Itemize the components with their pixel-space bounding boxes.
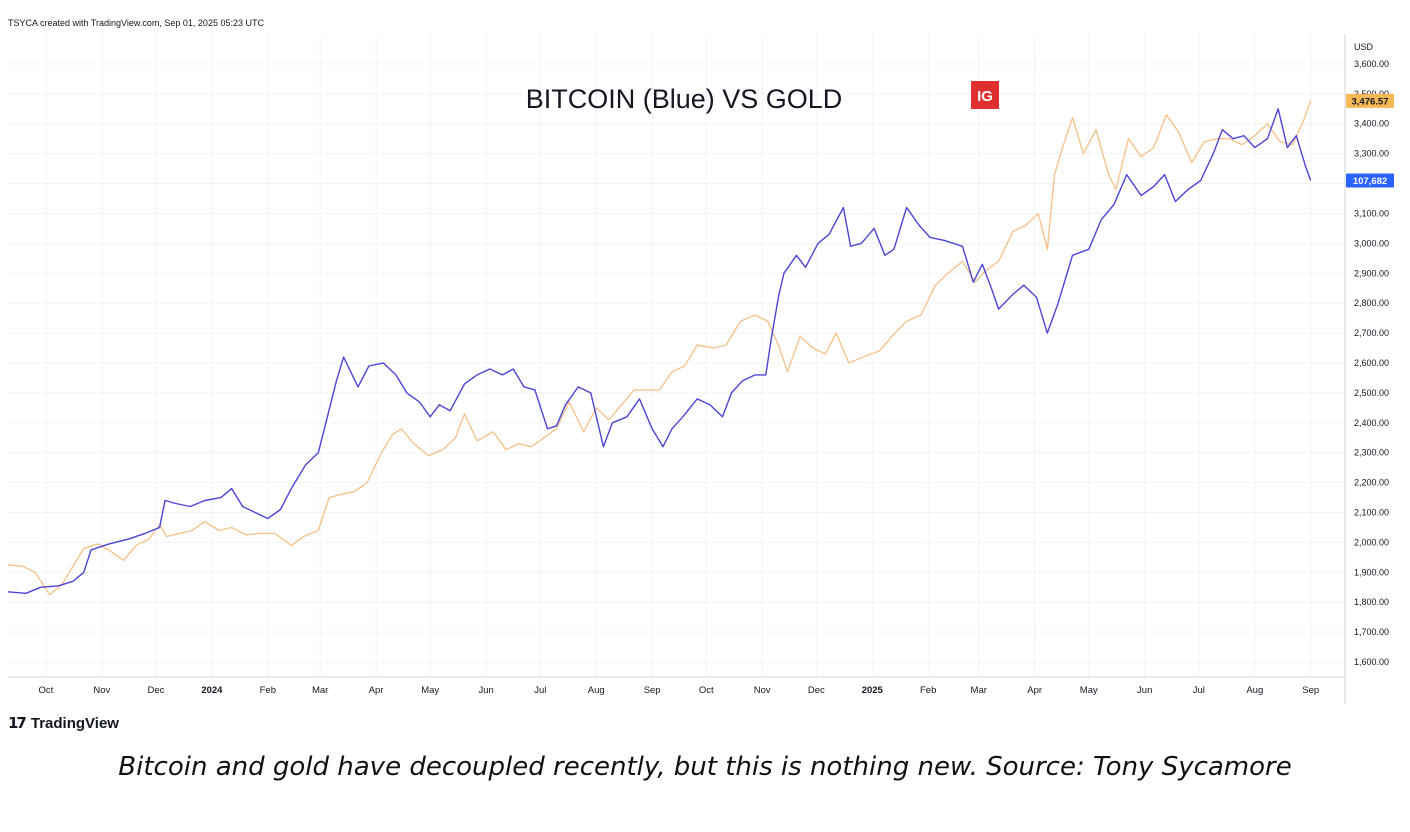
ig-badge-box [971,81,999,109]
y-tick-label: 3,400.00 [1354,119,1389,129]
series-line-bitcoin [7,108,1312,594]
chart-svg: USD 1,600.00 1,700.00 1,800.00 1,900.00 2,00… [7,34,1394,704]
last-value-label-bitcoin: 107,682 [1346,173,1394,188]
x-tick-label: May [421,685,439,696]
axes: USD [8,34,1374,704]
series-layer [7,100,1312,596]
y-tick-label: 2,200.00 [1354,478,1389,488]
y-tick-label: 3,500.00 [1354,89,1389,99]
ig-badge: IG [971,81,999,109]
y-tick-label: 1,900.00 [1354,567,1389,577]
x-tick-label: Apr [1027,685,1042,696]
last-value-text: 3,476.57 [1352,96,1389,107]
y-tick-label: 2,300.00 [1354,448,1389,458]
x-ticks: Oct Nov Dec 2024 Feb Mar Apr May Jun Jul Aug Sep Oct… [39,685,1320,696]
price-labels: 107,682 3,476.57 [1346,93,1394,188]
y-tick-label: 1,700.00 [1354,627,1389,637]
y-tick-label: 2,000.00 [1354,537,1389,547]
x-tick-label: Feb [260,685,276,696]
x-tick-label: Jul [1193,685,1205,696]
y-tick-label: 2,900.00 [1354,268,1389,278]
grid [8,34,1345,677]
y-tick-label: 2,600.00 [1354,358,1389,368]
last-value-box [1346,93,1394,108]
x-tick-label: Feb [920,685,936,696]
y-tick-label: 2,400.00 [1354,418,1389,428]
x-tick-label: Sep [644,685,661,696]
ig-badge-text: IG [977,88,993,105]
x-tick-label: Oct [39,685,54,696]
x-tick-label: Oct [699,685,714,696]
y-ticks: 1,600.00 1,700.00 1,800.00 1,900.00 2,000.00… [1354,59,1389,667]
attribution-note: TSYCA created with TradingView.com, Sep … [8,18,264,28]
x-tick-label: Nov [754,685,771,696]
chart-container: USD 1,600.00 1,700.00 1,800.00 1,900.00 2,00… [7,34,1408,704]
x-tick-label: Jun [478,685,493,696]
x-tick-label: 2025 [862,685,884,696]
x-tick-label: Apr [369,685,384,696]
x-tick-label: Nov [93,685,110,696]
last-value-label-gold: 3,476.57 [1346,93,1394,108]
x-tick-label: Aug [588,685,605,696]
y-axis-unit-label: USD [1354,42,1374,52]
y-tick-label: 2,700.00 [1354,328,1389,338]
y-tick-label: 2,800.00 [1354,298,1389,308]
y-tick-label: 3,300.00 [1354,149,1389,159]
y-tick-label: 3,600.00 [1354,59,1389,69]
y-tick-label: 3,100.00 [1354,208,1389,218]
y-tick-label: 1,600.00 [1354,657,1389,667]
x-tick-label: Jul [534,685,546,696]
figure-caption: Bitcoin and gold have decoupled recently… [118,752,1292,782]
y-tick-label: 2,100.00 [1354,508,1389,518]
tradingview-logo-icon: 17 [8,714,27,732]
y-tick-label: 2,500.00 [1354,388,1389,398]
chart-title: BITCOIN (Blue) VS GOLD [526,84,843,114]
last-value-text: 107,682 [1353,176,1387,187]
x-tick-label: Mar [971,685,987,696]
x-tick-label: Mar [312,685,328,696]
x-tick-label: May [1080,685,1098,696]
tradingview-logo-text: TradingView [30,714,119,732]
x-tick-label: Aug [1246,685,1263,696]
tradingview-logo: 17 TradingView [8,714,119,732]
x-tick-label: Dec [148,685,165,696]
last-value-box [1346,173,1394,188]
x-tick-label: Sep [1302,685,1319,696]
series-line-gold [7,100,1312,596]
x-tick-label: Dec [808,685,825,696]
y-tick-label: 1,800.00 [1354,597,1389,607]
x-tick-label: 2024 [201,685,223,696]
x-tick-label: Jun [1137,685,1152,696]
y-tick-label: 3,000.00 [1354,238,1389,248]
